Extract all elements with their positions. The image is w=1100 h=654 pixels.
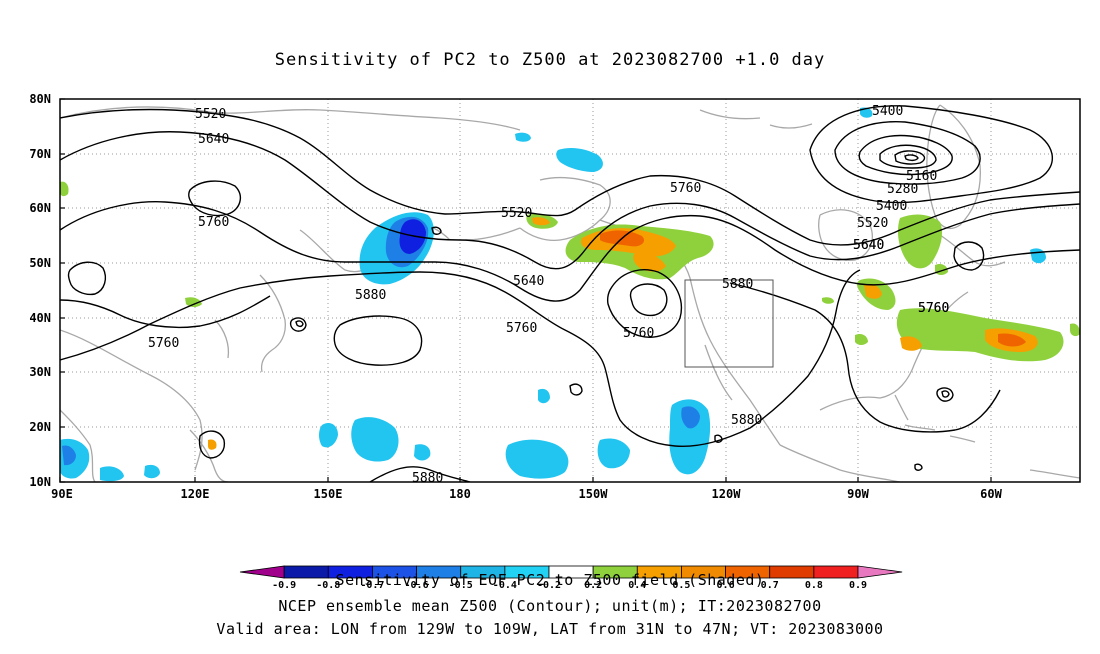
- colorbar-tick-label: -0.6: [405, 580, 429, 591]
- colorbar-tick-label: -0.8: [316, 580, 340, 591]
- contour-label: 5520: [857, 216, 888, 231]
- contour-label: 5400: [872, 104, 903, 119]
- x-tick-label: 150E: [314, 487, 343, 501]
- x-tick-label: 60W: [980, 487, 1002, 501]
- y-tick-label: 40N: [29, 311, 51, 325]
- z500-contours: [60, 105, 1080, 482]
- contour-label: 5880: [412, 471, 443, 486]
- x-tick-label: 120E: [181, 487, 210, 501]
- contour-label: 5880: [731, 413, 762, 428]
- valid-area-box: [684, 279, 774, 368]
- contour-label: 5760: [198, 215, 229, 230]
- y-tick-label: 10N: [29, 475, 51, 489]
- contour-label: 5760: [506, 321, 537, 336]
- colorbar: -0.9 -0.8 -0.7 -0.6 -0.5 -0.4 -0.2 0.2 0.4 0.5 0.6…: [239, 565, 903, 591]
- colorbar-tick-label: -0.9: [272, 580, 296, 591]
- y-tick-label: 60N: [29, 201, 51, 215]
- y-tick-label: 30N: [29, 365, 51, 379]
- contour-label: 5760: [918, 301, 949, 316]
- colorbar-end-right: [857, 565, 903, 579]
- colorbar-tick-label: 0.2: [584, 580, 602, 591]
- colorbar-tick-label: -0.2: [537, 580, 561, 591]
- contour-label: 5760: [148, 336, 179, 351]
- contour-label: 5640: [853, 238, 884, 253]
- colorbar-tick-label: 0.7: [761, 580, 779, 591]
- colorbar-tick-label: 0.4: [628, 580, 646, 591]
- contour-label: 5280: [887, 182, 918, 197]
- contour-labels: 5520 5640 5760 5760 5880 5760 5520 5640 …: [148, 104, 949, 486]
- contour-label: 5760: [623, 326, 654, 341]
- x-tick-label: 150W: [579, 487, 609, 501]
- footer-line-contour: NCEP ensemble mean Z500 (Contour); unit(…: [278, 597, 822, 615]
- contour-label: 5640: [198, 132, 229, 147]
- contour-label: 5880: [722, 277, 753, 292]
- x-axis: [59, 477, 992, 482]
- contour-label: 5640: [853, 238, 884, 253]
- contour-label: 5760: [670, 181, 701, 196]
- colorbar-tick-label: 0.6: [717, 580, 735, 591]
- y-axis: [60, 98, 65, 483]
- contour-label: 5880: [355, 288, 386, 303]
- colorbar-tick-label: -0.7: [360, 580, 384, 591]
- contour-label: 5520: [501, 206, 532, 221]
- colorbar-tick-label: -0.4: [493, 580, 517, 591]
- contour-label: 5760: [918, 301, 949, 316]
- contour-label: 5400: [876, 199, 907, 214]
- y-tick-label: 70N: [29, 147, 51, 161]
- y-tick-label: 20N: [29, 420, 51, 434]
- colorbar-tick-label: 0.8: [805, 580, 823, 591]
- colorbar-tick-label: -0.5: [449, 580, 473, 591]
- x-tick-label: 90E: [51, 487, 73, 501]
- x-tick-label: 90W: [847, 487, 869, 501]
- contour-label: 5640: [513, 274, 544, 289]
- map-title: Sensitivity of PC2 to Z500 at 2023082700…: [274, 50, 826, 70]
- colorbar-tick-label: 0.5: [672, 580, 690, 591]
- sensitivity-shading-positive: [60, 181, 1080, 450]
- plot-frame: [59, 98, 1081, 483]
- sensitivity-shading-negative: [60, 107, 1046, 482]
- footer-line-valid-area: Valid area: LON from 129W to 109W, LAT f…: [216, 620, 884, 638]
- colorbar-tick-label: 0.9: [849, 580, 867, 591]
- x-tick-label: 120W: [712, 487, 742, 501]
- y-tick-label: 50N: [29, 256, 51, 270]
- contour-label: 5520: [195, 107, 226, 122]
- footer-line-shading: Sensitivity of EOF PC2 to Z500 field (Sh…: [335, 571, 765, 589]
- x-tick-label: 180: [449, 487, 471, 501]
- y-tick-label: 80N: [29, 92, 51, 106]
- contour-label: 5160: [906, 169, 937, 184]
